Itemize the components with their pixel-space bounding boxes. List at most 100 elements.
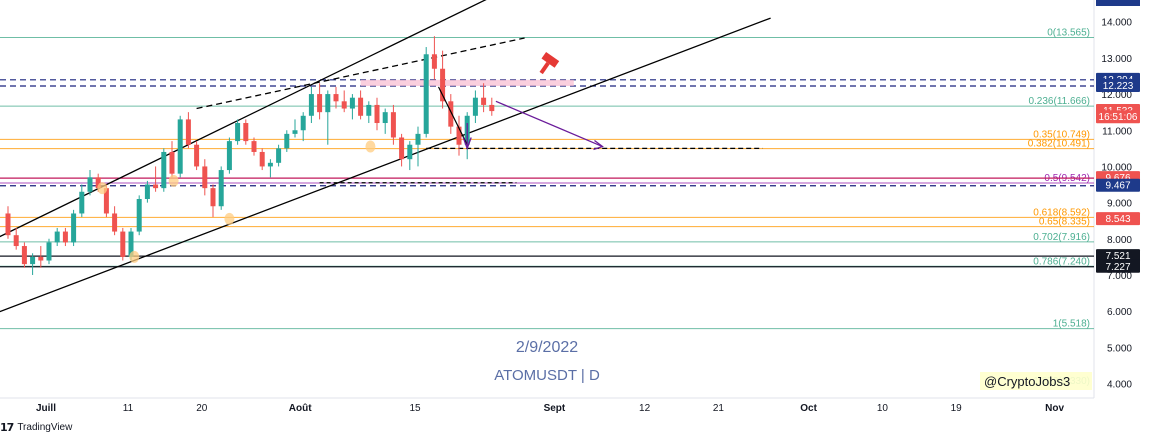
candle-body bbox=[243, 123, 249, 142]
candle bbox=[218, 166, 224, 210]
candle-body bbox=[218, 170, 224, 207]
candle-body bbox=[112, 213, 118, 232]
candle-body bbox=[5, 213, 11, 236]
candle bbox=[317, 83, 323, 120]
candle bbox=[243, 119, 249, 145]
x-tick-label: 15 bbox=[409, 403, 421, 414]
candle-body bbox=[349, 97, 355, 109]
y-tick-label: 7.000 bbox=[1107, 271, 1132, 282]
candle bbox=[456, 115, 462, 156]
x-tick-label: Oct bbox=[800, 403, 817, 414]
candle-body bbox=[144, 184, 150, 199]
horizontal-lines bbox=[0, 79, 1094, 268]
price-label-bg bbox=[1096, 79, 1140, 93]
candle-body bbox=[185, 119, 191, 145]
y-tick-label: 10.000 bbox=[1101, 162, 1132, 173]
y-tick-label: 11.000 bbox=[1102, 126, 1132, 137]
x-tick-label: Nov bbox=[1045, 403, 1064, 414]
pullback-arrowhead bbox=[462, 137, 472, 151]
candle-body bbox=[292, 130, 298, 134]
candle-body bbox=[399, 137, 405, 160]
watermark-symbol: ATOMUSDT | D bbox=[494, 367, 600, 384]
candle bbox=[292, 119, 298, 138]
candle-body bbox=[390, 112, 396, 138]
candle-body bbox=[382, 112, 388, 124]
trend-line bbox=[196, 37, 525, 110]
candle bbox=[136, 195, 142, 236]
watermark-date: 2/9/2022 bbox=[516, 339, 578, 356]
candle-body bbox=[128, 231, 134, 257]
x-tick-label: Juill bbox=[36, 403, 56, 414]
price-label: 7.227 bbox=[1105, 262, 1130, 273]
candle bbox=[62, 227, 68, 247]
candle-body bbox=[472, 97, 478, 116]
fib-label: 0.35(10.749) bbox=[1033, 129, 1090, 140]
candle-body bbox=[489, 104, 495, 112]
fib-label: 0.382(10.491) bbox=[1028, 139, 1090, 150]
price-label: 12.223 bbox=[1103, 81, 1134, 92]
candle-body bbox=[358, 97, 364, 116]
y-axis: 14.000 13.000 12.000 11.000 10.000 9.000 8.000… bbox=[1101, 18, 1132, 391]
x-tick-label: 11 bbox=[123, 403, 134, 414]
highlight-dot bbox=[168, 174, 179, 187]
candle bbox=[472, 90, 478, 124]
highlight-dot bbox=[224, 212, 235, 225]
candle-body bbox=[317, 94, 323, 113]
projection-arrowhead bbox=[593, 140, 604, 151]
candle-body bbox=[120, 231, 126, 257]
candle bbox=[169, 141, 175, 178]
price-label-bg bbox=[1096, 249, 1140, 263]
candle-body bbox=[300, 115, 306, 131]
hammer-icon bbox=[539, 52, 560, 75]
candle-body bbox=[407, 144, 413, 160]
tradingview-brand[interactable]: TradingView bbox=[17, 422, 73, 433]
candle-body bbox=[440, 68, 446, 102]
candle-body bbox=[87, 177, 93, 192]
candle-body bbox=[46, 242, 52, 261]
candle bbox=[87, 170, 93, 196]
candle-body bbox=[456, 126, 462, 145]
x-tick-label: Août bbox=[289, 403, 312, 414]
candle bbox=[308, 86, 314, 124]
candle bbox=[13, 227, 19, 250]
candle-body bbox=[169, 151, 175, 174]
candle-body bbox=[161, 151, 167, 189]
price-label: 9.676 bbox=[1105, 173, 1130, 184]
y-tick-label: 8.000 bbox=[1107, 235, 1132, 246]
hammer-head bbox=[541, 52, 560, 68]
price-label-bg bbox=[1096, 178, 1140, 192]
fib-label: 0.786(7.240) bbox=[1033, 256, 1090, 267]
candle-body bbox=[136, 199, 142, 232]
candle bbox=[46, 238, 52, 265]
candle-body bbox=[259, 151, 265, 167]
y-tick-label: 5.000 bbox=[1107, 343, 1132, 354]
candle bbox=[202, 159, 208, 196]
y-tick-label: 14.000 bbox=[1101, 18, 1132, 29]
candle-body bbox=[177, 119, 183, 174]
hammer-handle bbox=[539, 62, 550, 75]
candle bbox=[481, 83, 487, 113]
candle bbox=[161, 148, 167, 192]
candle-body bbox=[415, 133, 421, 145]
y-tick-label: 13.000 bbox=[1101, 54, 1132, 65]
author-tag: @CryptoJobs3 bbox=[984, 374, 1070, 389]
candle bbox=[374, 97, 380, 131]
candle-body bbox=[251, 141, 257, 152]
pullback-line bbox=[437, 86, 468, 145]
tradingview-logo-icon: 17 bbox=[0, 421, 14, 434]
candle bbox=[399, 133, 405, 167]
y-tick-label: 12.000 bbox=[1101, 90, 1132, 101]
candle bbox=[390, 104, 396, 145]
candle-body bbox=[95, 177, 101, 189]
candle bbox=[325, 90, 331, 145]
x-tick-label: 21 bbox=[713, 403, 725, 414]
candle-body bbox=[284, 133, 290, 149]
highlight-dot bbox=[129, 250, 140, 263]
resistance-zone bbox=[360, 79, 574, 87]
candle bbox=[440, 50, 446, 109]
candle bbox=[358, 90, 364, 120]
footer: 17 TradingView bbox=[0, 418, 72, 437]
fib-label: 1(5.518) bbox=[1053, 319, 1090, 330]
candle-body bbox=[38, 256, 44, 261]
candle-body bbox=[103, 188, 109, 214]
